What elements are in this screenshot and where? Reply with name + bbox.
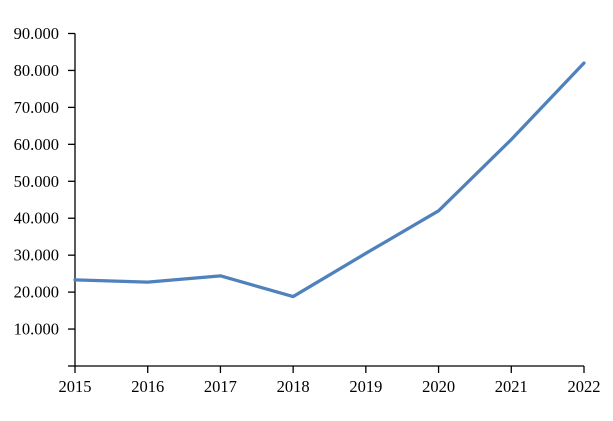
y-axis-tick-label: 80.000: [14, 61, 59, 80]
x-axis-tick-label: 2018: [277, 377, 310, 396]
x-axis-tick-label: 2021: [495, 377, 528, 396]
y-axis-tick-label: 90.000: [14, 24, 59, 43]
y-axis-tick-label: 70.000: [14, 98, 59, 117]
y-axis-tick-label: 40.000: [14, 209, 59, 228]
y-axis-tick-label: 50.000: [14, 172, 59, 191]
y-axis-tick-label: 30.000: [14, 246, 59, 265]
y-axis-tick-label: 10.000: [14, 320, 59, 339]
x-axis-tick-label: 2016: [131, 377, 164, 396]
x-axis-tick-label: 2020: [422, 377, 455, 396]
y-axis-tick-label: 20.000: [14, 283, 59, 302]
y-axis-tick-label: 60.000: [14, 135, 59, 154]
x-axis-tick-label: 2019: [349, 377, 382, 396]
x-axis-tick-label: 2017: [204, 377, 237, 396]
x-axis-tick-label: 2015: [59, 377, 92, 396]
x-axis-tick-label: 2022: [568, 377, 601, 396]
data-series-line: [73, 61, 586, 299]
